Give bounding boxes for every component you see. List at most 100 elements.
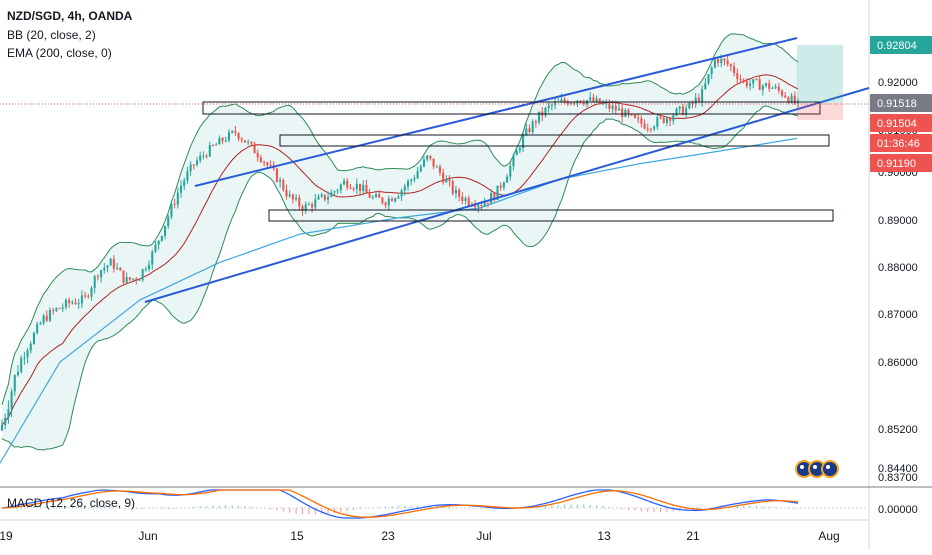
candle-body bbox=[151, 251, 154, 265]
candle-body bbox=[723, 58, 726, 61]
candle-body bbox=[739, 79, 742, 81]
macd-y-tick-label: 0.00000 bbox=[878, 504, 918, 516]
candle-body bbox=[221, 137, 224, 141]
candle-body bbox=[157, 240, 160, 245]
candle-body bbox=[678, 106, 681, 109]
candle-body bbox=[269, 165, 272, 167]
price-tag-label: 0.92804 bbox=[877, 40, 917, 52]
candle-body bbox=[279, 180, 282, 182]
candle-body bbox=[208, 144, 211, 157]
candle-body bbox=[502, 182, 505, 188]
candle-body bbox=[176, 192, 179, 205]
candle-body bbox=[87, 295, 90, 297]
candle-body bbox=[435, 166, 438, 168]
candle-body bbox=[512, 155, 515, 167]
candle-body bbox=[771, 87, 774, 89]
candle-body bbox=[298, 197, 301, 207]
candle-body bbox=[42, 315, 45, 324]
candle-body bbox=[288, 194, 291, 197]
x-tick-label: Jun bbox=[138, 529, 157, 543]
candle-body bbox=[640, 118, 643, 124]
ema-indicator-label[interactable]: EMA (200, close, 0) bbox=[7, 46, 112, 60]
candle-body bbox=[653, 126, 656, 130]
candle-body bbox=[474, 205, 477, 208]
candle-body bbox=[547, 105, 550, 109]
candle-body bbox=[215, 144, 218, 146]
candle-body bbox=[96, 276, 99, 278]
y-tick-label: 0.85200 bbox=[878, 424, 918, 436]
candle-body bbox=[304, 204, 307, 211]
ema200-line bbox=[0, 137, 798, 464]
candle-body bbox=[125, 277, 128, 283]
candle-body bbox=[531, 121, 534, 133]
candle-body bbox=[685, 108, 688, 115]
candle-body bbox=[170, 204, 173, 217]
candle-body bbox=[90, 288, 93, 297]
candle-body bbox=[464, 198, 467, 201]
support-zone-box bbox=[268, 209, 834, 222]
candle-body bbox=[627, 109, 630, 115]
candle-body bbox=[16, 371, 20, 376]
candle-body bbox=[432, 158, 435, 167]
candle-body bbox=[780, 90, 784, 96]
price-tag-bg bbox=[870, 94, 932, 112]
candle-body bbox=[713, 59, 716, 68]
x-tick-label: Jul bbox=[476, 529, 491, 543]
candle-body bbox=[637, 117, 640, 119]
candle-body bbox=[736, 73, 739, 80]
candle-body bbox=[122, 270, 125, 283]
candle-body bbox=[544, 108, 547, 116]
candle-body bbox=[387, 198, 390, 206]
candle-body bbox=[141, 269, 144, 280]
lower-trendline bbox=[144, 87, 870, 303]
candle-body bbox=[406, 180, 410, 187]
candle-body bbox=[160, 235, 163, 241]
candle-body bbox=[614, 105, 617, 111]
candle-body bbox=[630, 114, 633, 116]
candle-body bbox=[777, 86, 780, 91]
candle-body bbox=[659, 117, 662, 119]
candle-body bbox=[36, 324, 39, 334]
x-tick-label: 19 bbox=[0, 529, 13, 543]
candle-body bbox=[119, 267, 122, 271]
candle-body bbox=[173, 204, 176, 206]
candle-body bbox=[573, 102, 576, 104]
candle-body bbox=[624, 109, 627, 117]
candle-body bbox=[275, 168, 278, 182]
candle-body bbox=[592, 97, 595, 102]
candle-body bbox=[793, 95, 796, 104]
candle-body bbox=[323, 194, 326, 200]
macd-indicator-label[interactable]: MACD (12, 26, close, 9) bbox=[7, 496, 136, 510]
candle-body bbox=[371, 197, 374, 199]
candle-body bbox=[560, 99, 563, 102]
candle-body bbox=[253, 143, 256, 154]
candle-body bbox=[697, 97, 700, 102]
candle-body bbox=[327, 196, 330, 200]
price-tag-label: 0.91504 bbox=[877, 118, 917, 130]
candle-body bbox=[617, 108, 621, 111]
macd-line bbox=[1, 489, 799, 519]
candle-body bbox=[291, 194, 294, 200]
candle-body bbox=[109, 258, 112, 266]
candle-body bbox=[74, 302, 77, 305]
candle-body bbox=[374, 194, 378, 198]
candle-body bbox=[506, 176, 509, 183]
candle-body bbox=[451, 181, 454, 194]
candle-body bbox=[496, 185, 499, 200]
symbol-title[interactable]: NZD/SGD, 4h, OANDA bbox=[7, 9, 133, 23]
candle-body bbox=[688, 102, 691, 109]
candle-body bbox=[394, 198, 397, 202]
candle-body bbox=[589, 97, 592, 101]
candle-body bbox=[116, 267, 119, 269]
candle-body bbox=[259, 157, 262, 162]
position-stop-zone bbox=[797, 103, 843, 120]
candle-body bbox=[346, 180, 349, 188]
candle-body bbox=[167, 216, 170, 226]
candle-body bbox=[490, 193, 493, 204]
candle-body bbox=[7, 409, 10, 418]
bb-indicator-label[interactable]: BB (20, close, 2) bbox=[7, 28, 96, 42]
price-tag-label: 0.91190 bbox=[877, 158, 916, 170]
